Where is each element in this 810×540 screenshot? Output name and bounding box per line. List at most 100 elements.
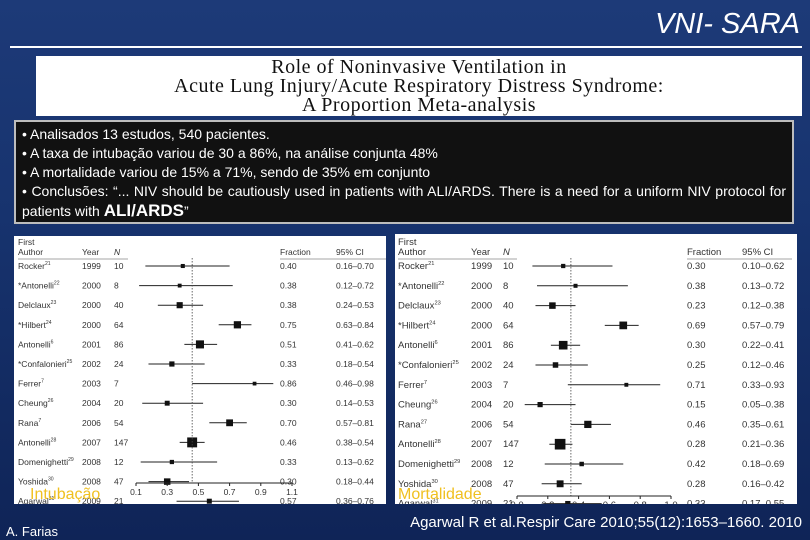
- row-ci: 0.33–0.93: [742, 380, 784, 391]
- row-ci: 0.35–0.61: [742, 419, 784, 430]
- row-n: 8: [503, 281, 508, 292]
- point-estimate: [584, 420, 592, 429]
- row-ci: 0.18–0.69: [742, 459, 784, 470]
- row-fraction: 0.38: [280, 300, 297, 310]
- header-author-2: Author: [18, 247, 43, 257]
- row-fraction: 0.30: [280, 398, 297, 408]
- row-author: Cheung26: [398, 400, 438, 411]
- row-fraction: 0.69: [687, 320, 706, 331]
- point-estimate: [619, 321, 628, 330]
- row-n: 64: [114, 320, 124, 330]
- row-fraction: 0.42: [687, 459, 706, 470]
- row-year: 1999: [471, 261, 492, 272]
- header-fraction: Fraction: [280, 247, 311, 257]
- row-author: Domenighetti29: [398, 459, 460, 470]
- x-tick-label: 0.6: [603, 500, 616, 504]
- row-author: Rana27: [398, 419, 427, 430]
- row-author: Agarwal31: [18, 496, 55, 504]
- row-ci: 0.36–0.76: [336, 496, 374, 504]
- row-n: 10: [503, 261, 514, 272]
- row-n: 12: [114, 457, 124, 467]
- x-tick-label: 1.1: [286, 487, 298, 497]
- row-year: 2008: [82, 477, 101, 487]
- row-n: 147: [114, 437, 128, 447]
- row-ci: 0.18–0.54: [336, 359, 374, 369]
- point-estimate: [163, 478, 171, 485]
- x-tick-label: 0.2: [541, 500, 554, 504]
- header-ci: 95% CI: [336, 247, 364, 257]
- row-fraction: 0.33: [687, 499, 706, 504]
- row-author: Antonelli6: [18, 339, 54, 349]
- row-author: *Antonelli22: [398, 281, 444, 292]
- row-n: 7: [503, 380, 508, 391]
- row-ci: 0.46–0.98: [336, 379, 374, 389]
- row-ci: 0.18–0.44: [336, 477, 374, 487]
- point-estimate: [554, 438, 566, 450]
- row-author: *Antonelli22: [18, 281, 60, 291]
- row-n: 20: [114, 398, 124, 408]
- row-n: 86: [114, 339, 124, 349]
- row-ci: 0.41–0.62: [336, 339, 374, 349]
- row-author: Antonelli28: [18, 437, 56, 447]
- row-n: 47: [503, 479, 514, 490]
- row-year: 2004: [471, 400, 492, 411]
- row-ci: 0.63–0.84: [336, 320, 374, 330]
- row-fraction: 0.15: [687, 400, 706, 411]
- point-estimate: [180, 263, 185, 269]
- row-author: Yoshida30: [398, 479, 438, 490]
- row-n: 147: [503, 439, 519, 450]
- header-author: First: [398, 237, 417, 248]
- row-fraction: 0.23: [687, 301, 706, 312]
- row-author: Ferrer7: [18, 379, 44, 389]
- row-ci: 0.10–0.62: [742, 261, 784, 272]
- row-year: 2000: [471, 320, 492, 331]
- point-estimate: [549, 302, 556, 309]
- point-estimate: [169, 361, 175, 367]
- row-ci: 0.13–0.72: [742, 281, 784, 292]
- point-estimate: [233, 321, 242, 329]
- summary-box: • Analisados 13 estudos, 540 pacientes. …: [14, 120, 794, 224]
- row-year: 2007: [82, 437, 101, 447]
- row-n: 86: [503, 340, 514, 351]
- bullet-mortality: • A mortalidade variou de 15% a 71%, sen…: [22, 164, 431, 180]
- row-ci: 0.12–0.38: [742, 301, 784, 312]
- paper-title-line-1: Role of Noninvasive Ventilation in: [271, 56, 567, 78]
- point-estimate: [164, 400, 170, 406]
- header-ci: 95% CI: [742, 247, 773, 258]
- row-n: 10: [114, 261, 124, 271]
- point-estimate: [579, 461, 584, 467]
- row-ci: 0.57–0.79: [742, 320, 784, 331]
- row-year: 2006: [471, 419, 492, 430]
- row-year: 2001: [471, 340, 492, 351]
- row-author: Rocker21: [398, 261, 434, 272]
- row-ci: 0.16–0.70: [336, 261, 374, 271]
- label-intubation: Intubação: [30, 486, 101, 503]
- row-n: 47: [114, 477, 124, 487]
- row-year: 2000: [471, 301, 492, 312]
- header-fraction: Fraction: [687, 247, 721, 258]
- row-author: Antonelli6: [398, 340, 438, 351]
- x-tick-label: 0.1: [130, 487, 142, 497]
- conclusion-emphasis: ALI/ARDS: [103, 201, 184, 220]
- label-mortality: Mortalidade: [398, 486, 482, 503]
- row-n: 24: [114, 359, 124, 369]
- row-author: Rocker21: [18, 261, 51, 271]
- row-author: Cheung26: [18, 398, 54, 408]
- row-ci: 0.13–0.62: [336, 457, 374, 467]
- point-estimate: [206, 498, 212, 504]
- header-n: N: [114, 247, 121, 257]
- row-ci: 0.38–0.54: [336, 437, 374, 447]
- row-author: Domenighetti29: [18, 457, 74, 467]
- row-fraction: 0.40: [280, 261, 297, 271]
- row-author: *Confalonieri25: [398, 360, 459, 371]
- row-fraction: 0.71: [687, 380, 706, 391]
- row-year: 2007: [471, 439, 492, 450]
- x-tick-label: 0.4: [572, 500, 585, 504]
- point-estimate: [169, 459, 175, 465]
- row-year: 2008: [82, 457, 101, 467]
- row-n: 40: [114, 300, 124, 310]
- x-tick-label: 0.5: [192, 487, 204, 497]
- row-ci: 0.12–0.72: [336, 281, 374, 291]
- citation: Agarwal R et al.Respir Care 2010;55(12):…: [410, 514, 802, 531]
